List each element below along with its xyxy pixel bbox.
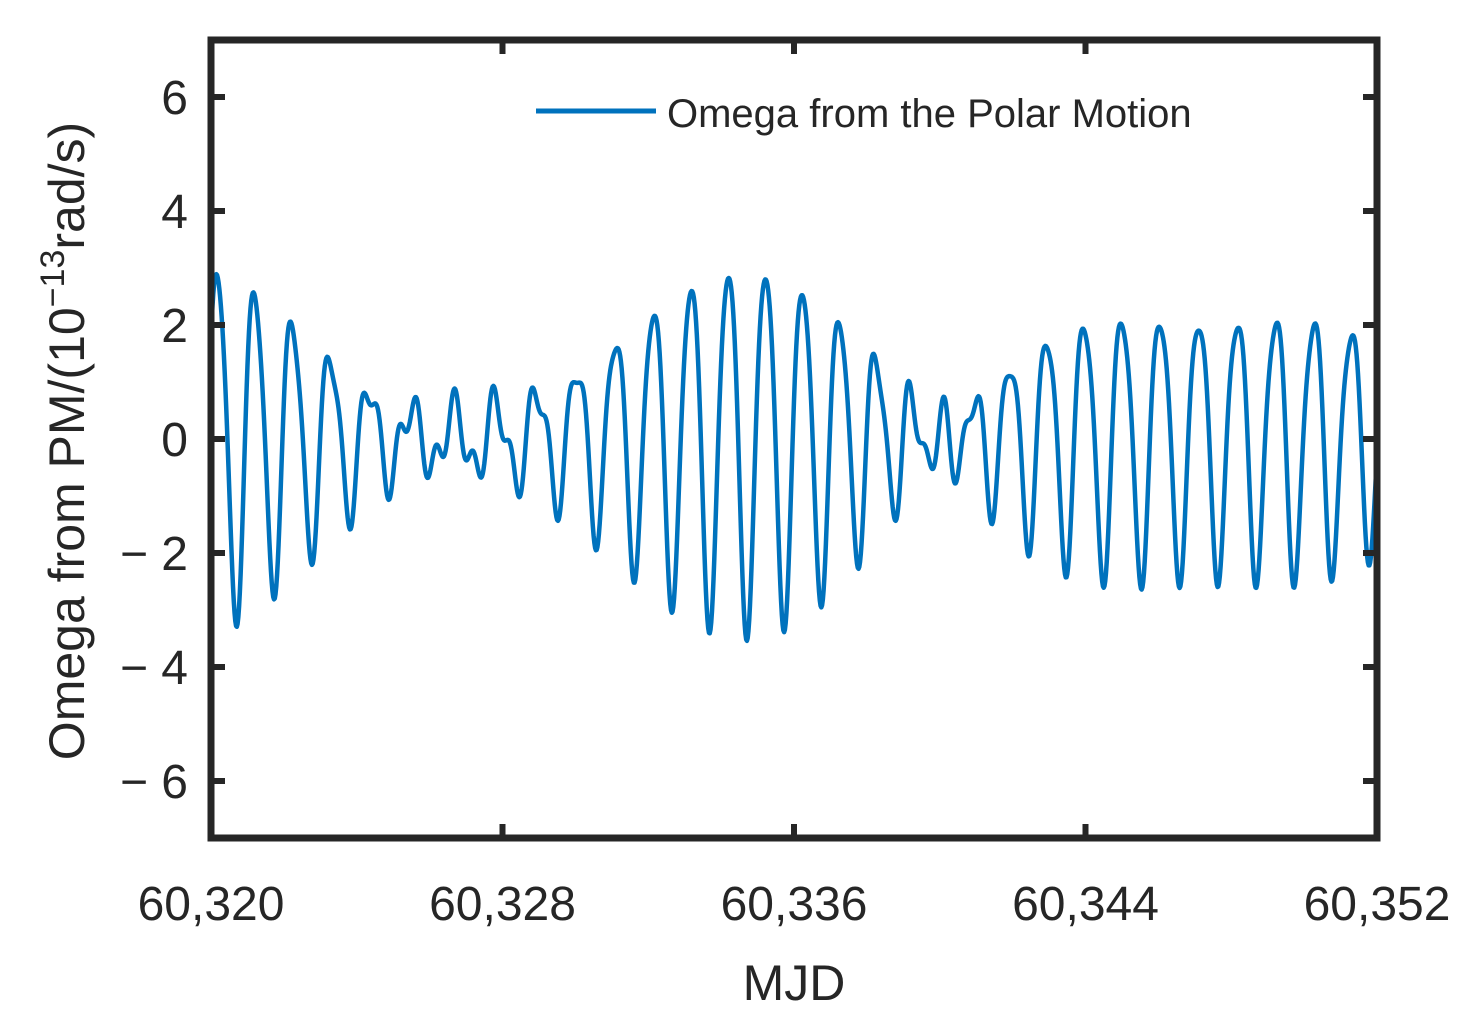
x-axis-title: MJD — [743, 955, 846, 1011]
y-axis-title-suffix: rad/s) — [39, 122, 95, 250]
series-layer — [208, 271, 1380, 644]
legend-label: Omega from the Polar Motion — [667, 92, 1192, 136]
y-tick-label: 6 — [161, 72, 188, 125]
y-axis-title-prefix: Omega from PM/(10 — [39, 307, 95, 760]
y-tick-label: 4 — [161, 186, 188, 239]
y-tick-label: − 6 — [120, 756, 188, 809]
y-tick-label: 0 — [161, 414, 188, 467]
y-axis-title: Omega from PM/(10−13rad/s) — [34, 122, 95, 760]
x-axis: 60,320 60,328 60,336 60,344 60,352 — [138, 40, 1451, 931]
x-tick-label: 60,336 — [721, 878, 868, 931]
y-tick-label: − 2 — [120, 528, 188, 581]
y-axis: 6 4 2 0 − 2 − 4 − 6 — [120, 72, 1377, 809]
x-tick-label: 60,352 — [1304, 878, 1451, 931]
series-line-0 — [208, 271, 1380, 644]
legend: Omega from the Polar Motion — [536, 92, 1192, 136]
y-tick-label: 2 — [161, 300, 188, 353]
x-tick-label: 60,328 — [429, 878, 576, 931]
y-axis-title-exponent: −13 — [34, 250, 72, 308]
y-tick-label: − 4 — [120, 642, 188, 695]
x-tick-label: 60,344 — [1012, 878, 1159, 931]
x-tick-label: 60,320 — [138, 878, 285, 931]
